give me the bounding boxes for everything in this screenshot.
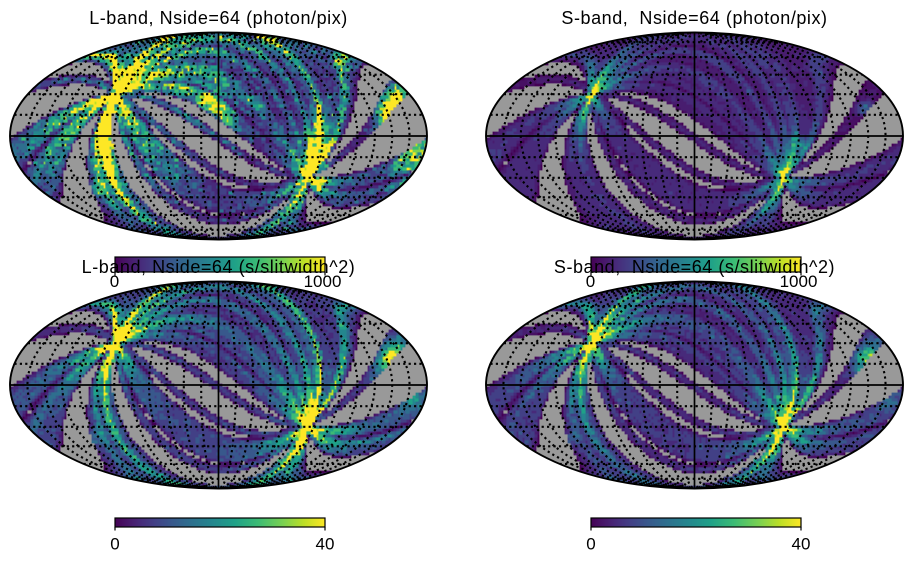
- svg-text:0: 0: [110, 272, 119, 291]
- svg-text:40: 40: [792, 535, 811, 554]
- svg-text:0: 0: [586, 272, 595, 291]
- svg-text:1000: 1000: [780, 272, 818, 291]
- svg-text:0: 0: [586, 535, 595, 554]
- svg-text:L-band, Nside=64 (s/slitwidth^: L-band, Nside=64 (s/slitwidth^2): [82, 257, 356, 277]
- svg-text:1000: 1000: [304, 272, 342, 291]
- svg-text:S-band, Nside=64 (photon/pix): S-band, Nside=64 (photon/pix): [561, 8, 827, 28]
- svg-text:S-band, Nside=64 (s/slitwidth: S-band, Nside=64 (s/slitwidth^2): [554, 257, 835, 277]
- svg-text:40: 40: [316, 535, 335, 554]
- svg-text:0: 0: [110, 535, 119, 554]
- svg-text:L-band, Nside=64 (photon/pix): L-band, Nside=64 (photon/pix): [89, 8, 348, 28]
